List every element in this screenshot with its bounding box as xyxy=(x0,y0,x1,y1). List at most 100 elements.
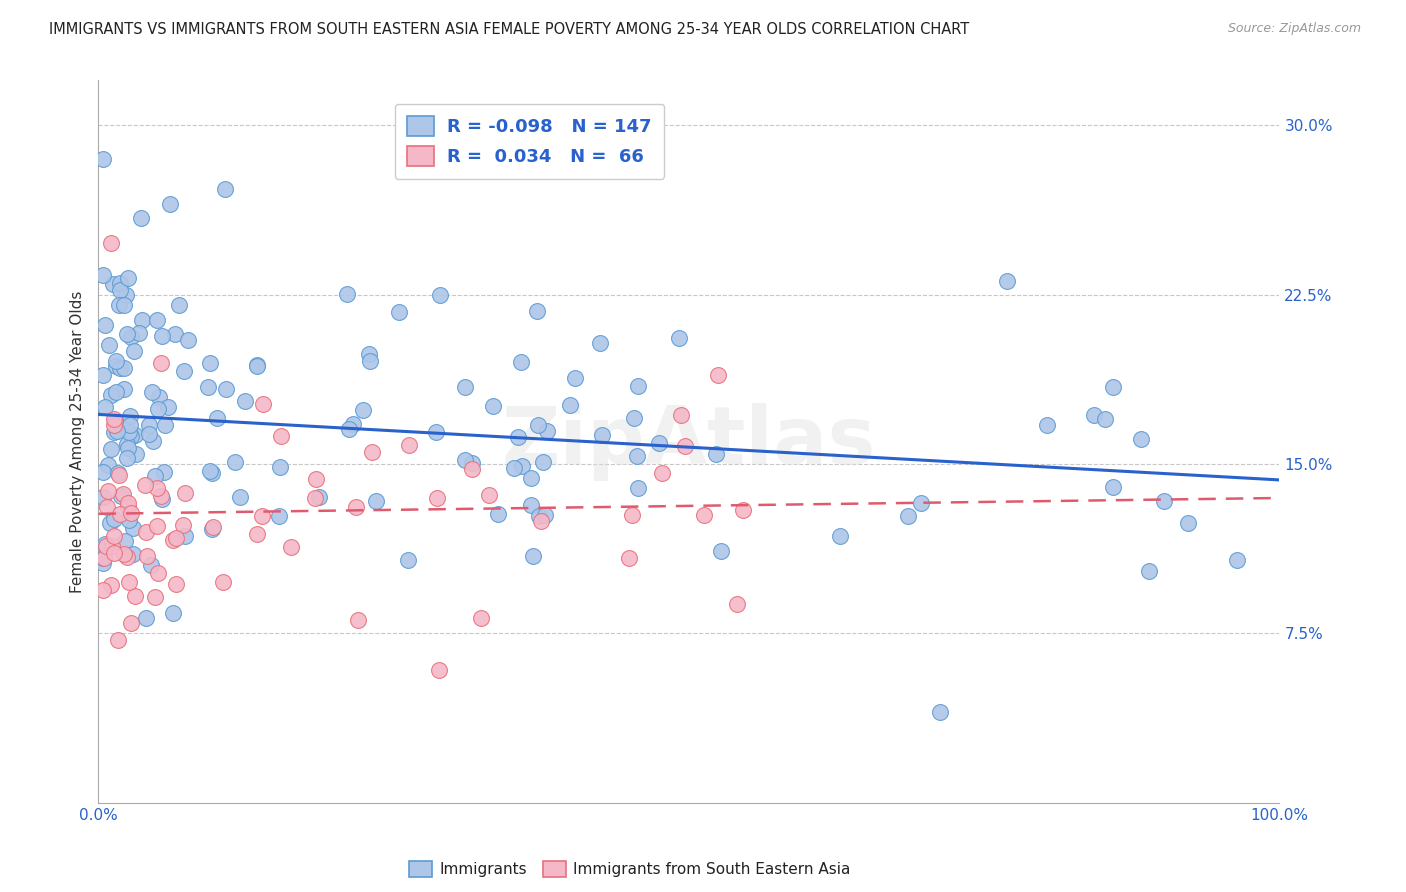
Point xyxy=(117,450,139,465)
Point xyxy=(104,385,127,400)
Point xyxy=(103,417,125,432)
Point xyxy=(725,597,748,611)
Point xyxy=(673,439,696,453)
Point xyxy=(91,556,114,570)
Point xyxy=(107,633,129,648)
Point xyxy=(522,549,544,564)
Point xyxy=(143,590,166,604)
Point xyxy=(214,181,236,195)
Point xyxy=(429,288,451,302)
Point xyxy=(125,447,148,461)
Point xyxy=(114,287,136,301)
Point xyxy=(100,388,122,402)
Point xyxy=(529,509,551,524)
Point xyxy=(245,527,267,541)
Point xyxy=(105,359,128,373)
Point xyxy=(530,514,553,528)
Text: ZipAtlas: ZipAtlas xyxy=(502,402,876,481)
Point xyxy=(897,508,920,523)
Point xyxy=(150,492,173,507)
Point xyxy=(91,465,114,479)
Point xyxy=(138,418,160,433)
Point xyxy=(478,488,501,502)
Point xyxy=(117,425,139,439)
Point xyxy=(308,490,330,504)
Point xyxy=(138,426,160,441)
Point xyxy=(146,519,169,533)
Point xyxy=(669,409,692,423)
Point xyxy=(148,390,170,404)
Point xyxy=(304,472,326,486)
Point xyxy=(122,344,145,359)
Point xyxy=(128,326,150,340)
Point xyxy=(995,274,1018,288)
Point xyxy=(96,500,118,514)
Point xyxy=(159,197,181,211)
Point xyxy=(152,329,174,343)
Point xyxy=(112,361,135,376)
Point xyxy=(91,550,114,565)
Point xyxy=(103,529,125,543)
Point xyxy=(453,380,475,394)
Point xyxy=(103,512,125,526)
Point xyxy=(1129,432,1152,446)
Point xyxy=(342,417,364,431)
Point xyxy=(150,489,173,503)
Point xyxy=(201,522,224,536)
Y-axis label: Female Poverty Among 25-34 Year Olds: Female Poverty Among 25-34 Year Olds xyxy=(69,291,84,592)
Point xyxy=(617,551,640,566)
Point xyxy=(172,518,194,533)
Point xyxy=(337,422,360,436)
Point xyxy=(120,409,142,423)
Point xyxy=(648,436,671,450)
Point xyxy=(103,412,125,426)
Point xyxy=(124,427,146,442)
Point xyxy=(101,540,124,554)
Point xyxy=(108,298,131,312)
Point xyxy=(146,481,169,495)
Point xyxy=(97,483,120,498)
Point xyxy=(589,336,612,351)
Point xyxy=(94,537,117,551)
Point xyxy=(520,471,543,485)
Point xyxy=(246,359,269,373)
Point xyxy=(117,442,139,456)
Point xyxy=(710,544,733,558)
Point xyxy=(150,355,173,369)
Point xyxy=(512,458,534,473)
Point xyxy=(115,327,138,342)
Point xyxy=(486,507,509,521)
Point xyxy=(591,428,613,442)
Point xyxy=(174,486,197,500)
Point xyxy=(224,455,246,469)
Point xyxy=(134,478,156,492)
Point xyxy=(94,539,117,553)
Point xyxy=(91,582,114,597)
Point xyxy=(91,153,114,167)
Point xyxy=(1177,516,1199,531)
Point xyxy=(651,466,673,480)
Point xyxy=(335,286,357,301)
Point xyxy=(142,434,165,449)
Point xyxy=(201,467,224,481)
Point xyxy=(731,503,754,517)
Point xyxy=(148,402,170,417)
Point xyxy=(104,353,127,368)
Point xyxy=(162,607,184,621)
Point xyxy=(198,463,221,477)
Point xyxy=(117,496,139,510)
Point xyxy=(620,508,643,522)
Point xyxy=(146,313,169,327)
Point xyxy=(176,333,198,347)
Point xyxy=(155,418,177,433)
Point xyxy=(111,487,134,501)
Point xyxy=(1036,417,1059,432)
Point xyxy=(124,589,146,603)
Point xyxy=(425,425,447,439)
Point xyxy=(398,438,420,452)
Point xyxy=(429,663,451,677)
Point xyxy=(509,355,531,369)
Point xyxy=(627,481,650,495)
Point xyxy=(114,548,136,562)
Point xyxy=(454,452,477,467)
